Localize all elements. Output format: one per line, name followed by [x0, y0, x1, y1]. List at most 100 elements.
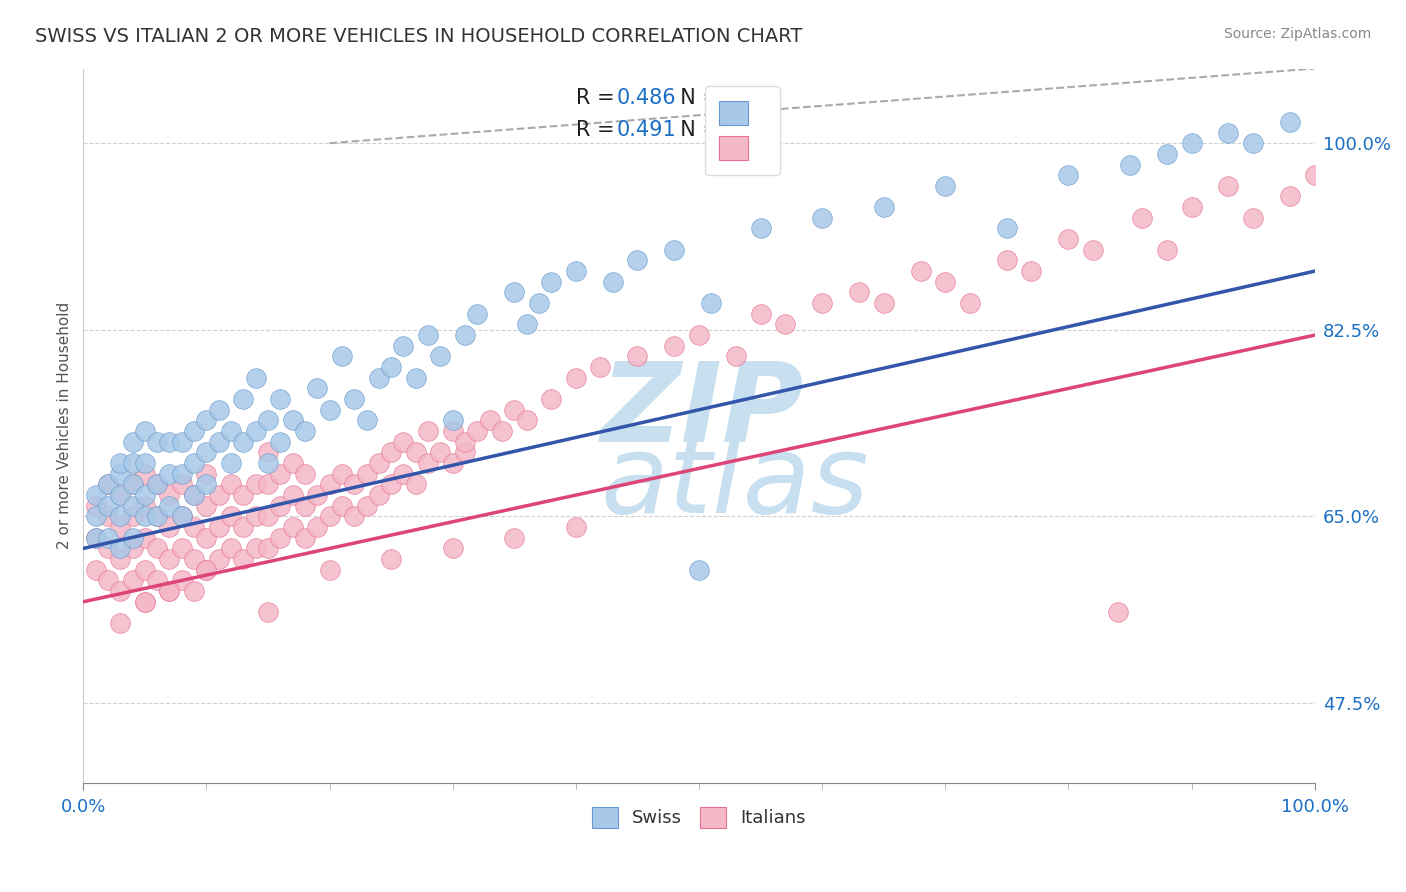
Point	[873, 296, 896, 310]
Point	[134, 499, 156, 513]
Point	[416, 328, 439, 343]
Point	[195, 445, 218, 459]
Point	[134, 509, 156, 524]
Text: R =: R =	[576, 120, 621, 140]
Point	[219, 509, 242, 524]
Point	[257, 606, 280, 620]
Point	[121, 541, 143, 556]
Point	[257, 541, 280, 556]
Point	[183, 456, 205, 470]
Point	[110, 552, 132, 566]
Point	[219, 477, 242, 491]
Point	[405, 445, 427, 459]
Point	[84, 531, 107, 545]
Point	[110, 488, 132, 502]
Point	[503, 531, 526, 545]
Point	[159, 434, 181, 449]
Text: 0.491: 0.491	[616, 120, 676, 140]
Point	[170, 541, 193, 556]
Point	[146, 509, 169, 524]
Point	[465, 424, 488, 438]
Text: SWISS VS ITALIAN 2 OR MORE VEHICLES IN HOUSEHOLD CORRELATION CHART: SWISS VS ITALIAN 2 OR MORE VEHICLES IN H…	[35, 27, 803, 45]
Point	[121, 499, 143, 513]
Legend: Swiss, Italians: Swiss, Italians	[585, 799, 813, 835]
Point	[257, 413, 280, 427]
Text: ZIP: ZIP	[600, 358, 804, 465]
Point	[134, 424, 156, 438]
Point	[232, 488, 254, 502]
Point	[195, 467, 218, 481]
Point	[1180, 200, 1202, 214]
Point	[208, 488, 231, 502]
Point	[441, 456, 464, 470]
Point	[269, 392, 291, 406]
Point	[232, 392, 254, 406]
Point	[1279, 115, 1302, 129]
Point	[281, 488, 304, 502]
Point	[700, 296, 723, 310]
Point	[318, 477, 340, 491]
Point	[1218, 126, 1240, 140]
Point	[724, 350, 747, 364]
Point	[405, 371, 427, 385]
Point	[307, 488, 329, 502]
Point	[367, 488, 389, 502]
Point	[527, 296, 550, 310]
Point	[1119, 157, 1142, 171]
Point	[995, 221, 1018, 235]
Point	[245, 371, 267, 385]
Point	[257, 445, 280, 459]
Point	[146, 477, 169, 491]
Point	[380, 552, 402, 566]
Point	[429, 350, 451, 364]
Point	[110, 456, 132, 470]
Point	[110, 488, 132, 502]
Point	[307, 520, 329, 534]
Point	[540, 392, 562, 406]
Point	[602, 275, 624, 289]
Point	[356, 413, 378, 427]
Point	[380, 360, 402, 375]
Point	[1021, 264, 1043, 278]
Point	[269, 499, 291, 513]
Point	[664, 339, 686, 353]
Point	[1303, 168, 1326, 182]
Point	[146, 477, 169, 491]
Point	[516, 413, 538, 427]
Text: R =: R =	[576, 88, 621, 108]
Point	[294, 467, 316, 481]
Point	[1057, 168, 1080, 182]
Point	[219, 456, 242, 470]
Point	[195, 563, 218, 577]
Point	[330, 467, 353, 481]
Point	[97, 509, 120, 524]
Point	[811, 296, 834, 310]
Point	[245, 424, 267, 438]
Point	[749, 221, 772, 235]
Point	[1241, 211, 1264, 225]
Point	[257, 477, 280, 491]
Point	[429, 445, 451, 459]
Point	[97, 499, 120, 513]
Point	[121, 509, 143, 524]
Point	[330, 499, 353, 513]
Point	[540, 275, 562, 289]
Text: 131: 131	[718, 120, 758, 140]
Point	[159, 584, 181, 599]
Point	[195, 413, 218, 427]
Point	[208, 434, 231, 449]
Point	[170, 509, 193, 524]
Point	[159, 584, 181, 599]
Point	[170, 467, 193, 481]
Point	[170, 477, 193, 491]
Point	[110, 509, 132, 524]
Point	[367, 456, 389, 470]
Point	[503, 285, 526, 300]
Point	[195, 499, 218, 513]
Point	[134, 531, 156, 545]
Point	[110, 541, 132, 556]
Point	[245, 509, 267, 524]
Text: 0.486: 0.486	[616, 88, 676, 108]
Point	[183, 520, 205, 534]
Point	[773, 318, 796, 332]
